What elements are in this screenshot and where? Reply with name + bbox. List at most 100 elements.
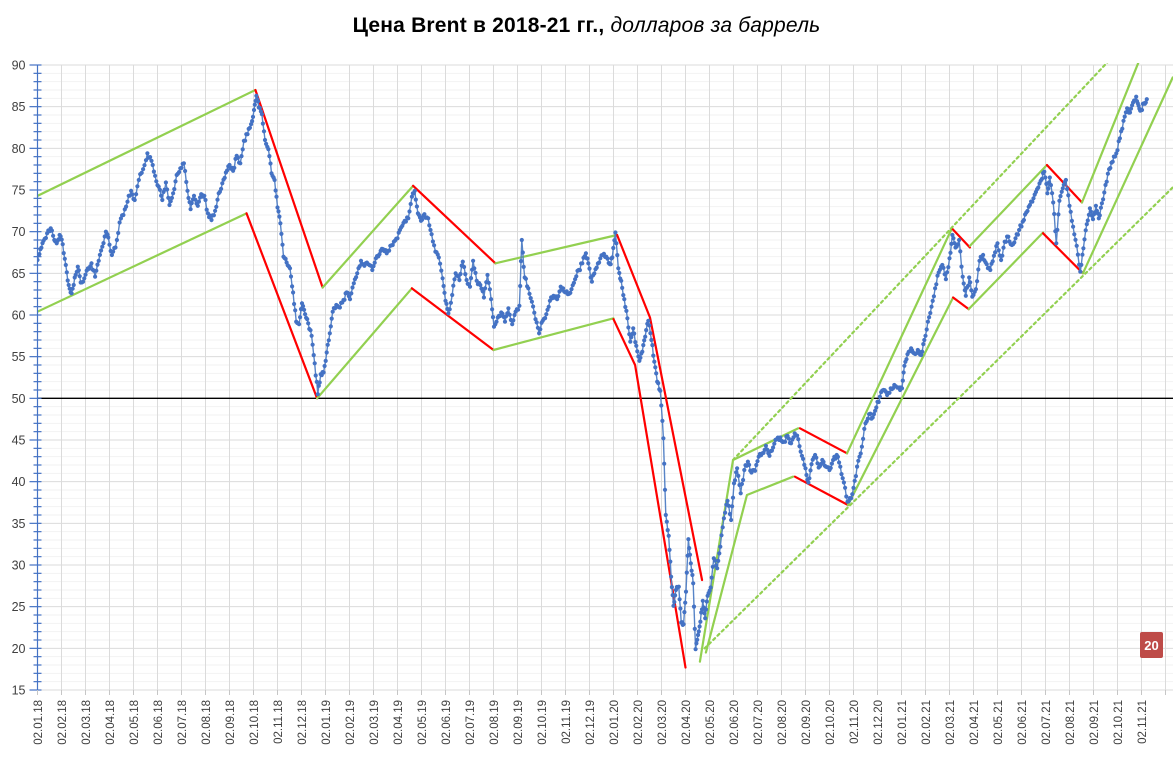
y-tick-label: 45	[12, 434, 26, 448]
x-tick-label: 02.09.21	[1089, 700, 1101, 745]
x-tick-label: 02.11.19	[561, 700, 573, 744]
trend-line-up-2021q2-upper	[968, 163, 1049, 247]
x-tick-label: 02.09.19	[513, 700, 525, 745]
trend-line-projection-lower	[703, 186, 1173, 650]
trend-line-up-2021q4-lower	[1081, 76, 1173, 275]
trend-line-dip-2021jul-lower	[1041, 232, 1085, 275]
trend-line-up-2021q2-lower	[967, 231, 1045, 311]
x-tick-label: 02.10.19	[537, 700, 549, 745]
x-tick-label: 02.03.21	[945, 700, 957, 745]
trend-line-dip-2021mar-lower	[951, 296, 970, 311]
x-tick-label: 02.12.20	[873, 700, 885, 745]
x-tick-label: 02.04.19	[393, 700, 405, 745]
x-tick-label: 02.11.20	[849, 700, 861, 744]
x-tick-label: 02.08.18	[201, 700, 213, 745]
y-tick-label: 30	[12, 559, 26, 573]
x-tick-label: 02.03.19	[369, 700, 381, 745]
price-line	[37, 95, 1148, 650]
x-tick-label: 02.01.21	[897, 700, 909, 745]
x-tick-label: 02.12.19	[585, 700, 597, 745]
trend-line-up-2018-lower	[37, 212, 248, 313]
x-tick-label: 02.09.20	[801, 700, 813, 745]
x-tick-label: 02.07.21	[1041, 700, 1053, 745]
trend-line-up-2021q1-lower	[846, 296, 955, 507]
y-tick-label: 80	[12, 142, 26, 156]
x-tick-label: 02.03.20	[657, 700, 669, 745]
trend-line-down-2018q4-upper	[254, 88, 324, 289]
x-tick-label: 02.07.20	[753, 700, 765, 745]
trend-line-up-2019h2-lower	[492, 317, 615, 352]
x-tick-label: 02.02.19	[345, 700, 357, 745]
page-number-badge: 20	[1140, 632, 1163, 658]
trend-line-dip-2020q4-upper	[798, 427, 849, 455]
x-tick-label: 02.07.19	[465, 700, 477, 745]
y-axis	[29, 64, 42, 691]
y-tick-label: 40	[12, 475, 26, 489]
trend-line-up-2018-upper	[37, 88, 257, 197]
x-axis-labels: 02.01.18 02.02.18 02.03.18 02.04.18 02.05.18…	[33, 700, 1149, 745]
x-tick-label: 02.08.21	[1065, 700, 1077, 745]
trend-line-down-2019-lower	[410, 287, 495, 352]
x-tick-label: 02.02.20	[633, 700, 645, 745]
x-tick-label: 02.11.18	[273, 700, 285, 744]
y-tick-label: 60	[12, 309, 26, 323]
y-axis-labels: 15 20 25 30 35 40 45 50 55 60 65 70 75 80 85 90	[12, 59, 26, 698]
x-tick-label: 02.02.18	[57, 700, 69, 745]
trend-line-up-2019h2-upper	[494, 233, 619, 265]
trend-channels	[37, 63, 1173, 669]
x-tick-label: 02.11.21	[1137, 700, 1149, 744]
y-tick-label: 90	[12, 59, 26, 73]
x-tick-label: 02.05.18	[129, 700, 141, 745]
x-tick-label: 02.05.20	[705, 700, 717, 745]
price-markers	[37, 93, 1149, 652]
x-tick-label: 02.04.18	[105, 700, 117, 745]
chart-title: Цена Brent в 2018-21 гг., долларов за ба…	[0, 14, 1173, 38]
y-tick-label: 75	[12, 184, 26, 198]
y-tick-label: 65	[12, 267, 26, 281]
x-tick-label: 02.07.18	[177, 700, 189, 745]
x-tick-label: 02.02.21	[921, 700, 933, 745]
trend-line-crash-2020-upper	[615, 233, 704, 582]
chart-title-main: Цена Brent в 2018-21 гг.,	[352, 14, 605, 37]
chart-title-sub: долларов за баррель	[604, 14, 821, 37]
y-tick-label: 35	[12, 517, 26, 531]
x-tick-label: 02.12.18	[297, 700, 309, 745]
trend-line-down-2019-upper	[412, 184, 497, 265]
x-tick-label: 02.06.21	[1017, 700, 1029, 745]
x-tick-label: 02.10.18	[249, 700, 261, 745]
x-tick-label: 02.08.19	[489, 700, 501, 745]
y-tick-label: 55	[12, 350, 26, 364]
trend-line-crash-2020-lower	[612, 318, 687, 669]
x-tick-label: 02.04.21	[969, 700, 981, 745]
x-tick-label: 02.05.21	[993, 700, 1005, 745]
x-tick-label: 02.05.19	[417, 700, 429, 745]
y-tick-label: 70	[12, 225, 26, 239]
x-tick-label: 02.06.18	[153, 700, 165, 745]
x-tick-label: 02.09.18	[225, 700, 237, 745]
x-tick-label: 02.10.21	[1113, 700, 1125, 745]
y-tick-label: 15	[12, 684, 26, 698]
y-tick-label: 50	[12, 392, 26, 406]
x-tick-label: 02.01.19	[321, 700, 333, 745]
x-tick-label: 02.06.20	[729, 700, 741, 745]
x-tick-label: 02.03.18	[81, 700, 93, 745]
x-tick-label: 02.01.18	[33, 700, 45, 745]
y-tick-label: 85	[12, 100, 26, 114]
x-axis-ticks	[37, 690, 1166, 695]
y-tick-label: 20	[12, 642, 26, 656]
x-tick-label: 02.04.20	[681, 700, 693, 745]
trend-line-up-2021q1-upper	[845, 227, 954, 455]
trend-line-up-2021q4-upper	[1080, 63, 1140, 204]
trend-line-up-2019h1-lower	[316, 287, 413, 400]
trend-line-dip-2020q4-lower	[793, 475, 850, 507]
price-series	[37, 93, 1149, 652]
y-tick-label: 25	[12, 600, 26, 614]
x-tick-label: 02.06.19	[441, 700, 453, 745]
gridlines	[37, 64, 1173, 691]
trend-line-up-2019h1-upper	[321, 184, 415, 289]
x-tick-label: 02.08.20	[777, 700, 789, 745]
trend-line-projection-upper	[731, 63, 1109, 462]
trend-line-recovery-2020-lower	[704, 475, 795, 654]
x-tick-label: 02.01.20	[609, 700, 621, 745]
